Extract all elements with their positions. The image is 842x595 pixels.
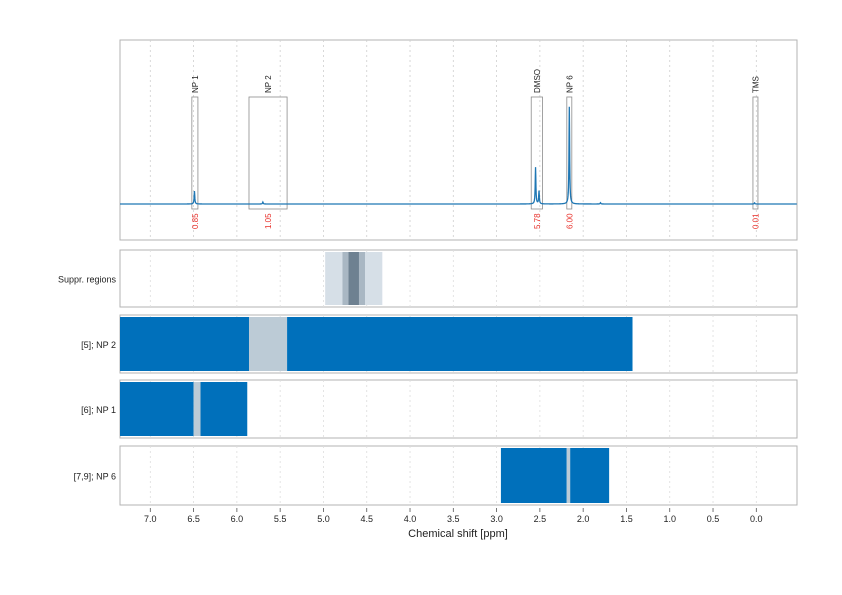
track-frame bbox=[119, 445, 798, 506]
track-2: [6]; NP 1 bbox=[81, 379, 798, 439]
track-segment bbox=[500, 448, 567, 503]
x-axis-title: Chemical shift [ppm] bbox=[408, 528, 508, 540]
annotation-label: NP 1 bbox=[191, 75, 200, 93]
annotation-box bbox=[752, 96, 759, 210]
track-segment bbox=[120, 317, 249, 371]
spectrum-frame bbox=[119, 39, 798, 241]
x-tick-label: 7.0 bbox=[144, 514, 157, 524]
track-label: [7,9]; NP 6 bbox=[74, 472, 116, 482]
track-label: Suppr. regions bbox=[58, 275, 117, 285]
track-label: [5]; NP 2 bbox=[81, 340, 116, 350]
track-frame bbox=[119, 249, 798, 308]
annotation-value: 0.85 bbox=[191, 213, 200, 229]
x-tick-label: 0.5 bbox=[707, 514, 720, 524]
annotation-value: 1.05 bbox=[264, 213, 273, 229]
annotation-tms: TMS 0.01 bbox=[751, 76, 760, 229]
x-tick-label: 5.5 bbox=[274, 514, 287, 524]
annotation-label: NP 6 bbox=[565, 75, 574, 93]
annotation-np-1: NP 1 0.85 bbox=[191, 75, 200, 229]
x-tick-label: 4.5 bbox=[360, 514, 373, 524]
track-3: [7,9]; NP 6 bbox=[74, 445, 798, 506]
x-tick-label: 2.5 bbox=[534, 514, 547, 524]
x-axis: 7.0 6.5 6.0 5.5 5.0 4.5 4.0 3.5 3.0 2.5 2.0 1.5 1.0 0… bbox=[144, 508, 763, 524]
annotation-label: DMSO bbox=[533, 69, 542, 93]
annotation-box bbox=[191, 96, 199, 210]
annotation-value: 0.01 bbox=[751, 213, 760, 229]
spectrum-line bbox=[120, 106, 797, 205]
x-tick-label: 3.0 bbox=[490, 514, 503, 524]
x-tick-label: 1.5 bbox=[620, 514, 633, 524]
x-tick-label: 3.5 bbox=[447, 514, 460, 524]
annotation-box bbox=[566, 96, 573, 210]
x-tick-label: 5.0 bbox=[317, 514, 330, 524]
annotation-np-2: NP 2 1.05 bbox=[248, 75, 288, 229]
track-0: Suppr. regions bbox=[58, 249, 798, 308]
x-tick-label: 4.0 bbox=[404, 514, 417, 524]
annotation-dmso: DMSO 5.78 bbox=[530, 69, 543, 229]
track-segment bbox=[566, 448, 571, 503]
track-1: [5]; NP 2 bbox=[81, 314, 798, 374]
x-tick-label: 2.0 bbox=[577, 514, 590, 524]
track-segment bbox=[348, 252, 359, 305]
x-tick-label: 1.0 bbox=[663, 514, 676, 524]
annotation-label: NP 2 bbox=[264, 75, 273, 93]
annotation-box bbox=[248, 96, 288, 210]
x-tick-label: 0.0 bbox=[750, 514, 763, 524]
spectrum-panel: NP 1 0.85 NP 2 1.05 DMSO 5.78 NP 6 6.00 TMS 0.01 bbox=[119, 39, 798, 241]
track-segment bbox=[200, 382, 248, 436]
track-panels: Suppr. regions [5]; NP 2 [6]; NP 1 [7,9]; N… bbox=[58, 249, 798, 506]
x-tick-label: 6.0 bbox=[231, 514, 244, 524]
annotation-label: TMS bbox=[751, 76, 760, 93]
annotation-value: 5.78 bbox=[533, 213, 542, 229]
track-segment bbox=[570, 448, 610, 503]
annotation-np-6: NP 6 6.00 bbox=[565, 75, 574, 229]
track-segment bbox=[193, 382, 201, 436]
annotation-box bbox=[530, 96, 543, 210]
annotation-value: 6.00 bbox=[565, 213, 574, 229]
track-segment bbox=[287, 317, 633, 371]
track-segment bbox=[248, 317, 288, 371]
track-segment bbox=[120, 382, 194, 436]
x-tick-label: 6.5 bbox=[187, 514, 200, 524]
track-label: [6]; NP 1 bbox=[81, 405, 116, 415]
